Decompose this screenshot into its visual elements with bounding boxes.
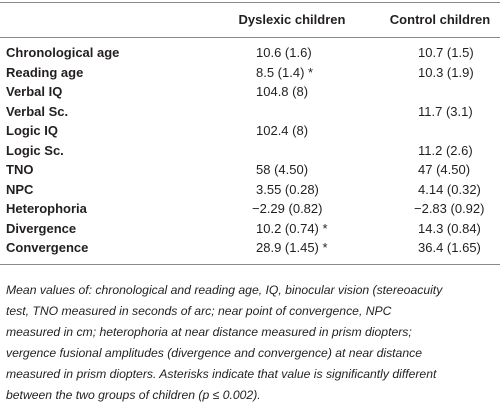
row-label: Verbal IQ xyxy=(6,84,63,99)
cell-value: 36.4 (1.65) xyxy=(418,240,481,255)
cell-value: 10.6 (1.6) xyxy=(256,45,312,60)
caption-line: test, TNO measured in seconds of arc; ne… xyxy=(6,304,392,318)
cell-value: 4.14 (0.32) xyxy=(418,181,481,197)
cell-value: 58 (4.50) xyxy=(256,162,309,177)
cell-value: 8.5 (1.4) * xyxy=(256,64,314,80)
cell-value: 11.7 (3.1) xyxy=(418,103,473,119)
cell-value: 11.2 (2.6) xyxy=(418,142,473,158)
caption-line: Mean values of: chronological and readin… xyxy=(6,283,443,297)
row-label: Chronological age xyxy=(6,45,120,60)
cell-value: 10.7 (1.5) xyxy=(418,45,474,60)
cell-value: 47 (4.50) xyxy=(418,162,471,177)
cell-value: 10.2 (0.74) * xyxy=(256,220,328,236)
row-label: Logic IQ xyxy=(6,123,58,138)
cell-value: 102.4 (8) xyxy=(256,123,309,138)
header-rule xyxy=(0,37,500,38)
bottom-rule xyxy=(0,264,500,265)
row-label: TNO xyxy=(6,162,34,177)
cell-value: −2.83 (0.92) xyxy=(414,201,485,216)
row-label: Heterophoria xyxy=(6,201,87,216)
row-label: NPC xyxy=(6,181,34,197)
cell-value: 10.3 (1.9) xyxy=(418,64,474,80)
column-header: Control children xyxy=(389,12,491,27)
column-header: Dyslexic children xyxy=(238,12,346,27)
cell-value: 3.55 (0.28) xyxy=(256,181,319,197)
row-label: Divergence xyxy=(6,220,77,236)
caption-line: between the two groups of children (p ≤ … xyxy=(6,388,261,402)
cell-value: 104.8 (8) xyxy=(256,84,309,99)
top-rule xyxy=(0,2,500,3)
caption-line: measured in cm; heterophoria at near dis… xyxy=(6,325,412,339)
cell-value: 28.9 (1.45) * xyxy=(256,240,328,255)
caption-line: measured in prism diopters. Asterisks in… xyxy=(6,367,437,381)
cell-value: −2.29 (0.82) xyxy=(252,201,323,216)
caption-line: vergence fusional amplitudes (divergence… xyxy=(6,346,422,360)
cell-value: 14.3 (0.84) xyxy=(418,220,481,236)
row-label: Convergence xyxy=(6,240,89,255)
row-label: Reading age xyxy=(6,64,84,80)
row-label: Logic Sc. xyxy=(6,142,64,158)
row-label: Verbal Sc. xyxy=(6,103,69,119)
